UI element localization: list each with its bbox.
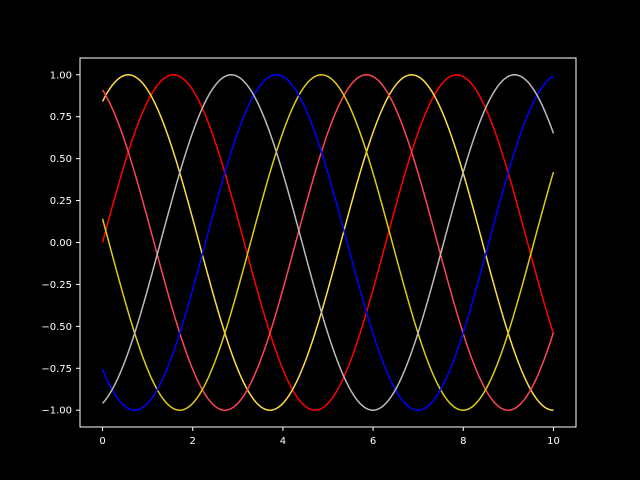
y-tick-label: −1.00 (41, 406, 72, 417)
x-tick-label: 8 (460, 436, 466, 447)
series-line-4 (101, 74, 554, 411)
series-line-2 (101, 74, 555, 411)
y-tick-label: −0.25 (41, 280, 72, 291)
y-tick-label: 0.75 (50, 112, 72, 123)
y-tick-label: −0.75 (41, 364, 72, 375)
y-tick-label: 1.00 (50, 70, 72, 81)
y-tick-label: 0.00 (50, 238, 72, 249)
x-tick-label: 2 (190, 436, 196, 447)
x-axis-ticks: 0 2 4 6 8 10 (99, 427, 560, 447)
x-tick-label: 6 (370, 436, 376, 447)
y-tick-label: 0.50 (50, 154, 72, 165)
series-line-1 (101, 74, 554, 411)
y-tick-label: 0.25 (50, 196, 72, 207)
x-tick-label: 4 (280, 436, 286, 447)
y-axis-ticks: −1.00 −0.75 −0.50 −0.25 0.00 0.25 0.50 0.75 1.00 (41, 70, 80, 417)
series-line-3 (101, 74, 555, 411)
x-tick-label: 0 (99, 436, 105, 447)
series-line-0 (101, 74, 555, 411)
x-tick-label: 10 (547, 436, 560, 447)
y-tick-label: −0.50 (41, 322, 72, 333)
series-line-5 (101, 74, 555, 411)
series-layer (101, 74, 555, 411)
